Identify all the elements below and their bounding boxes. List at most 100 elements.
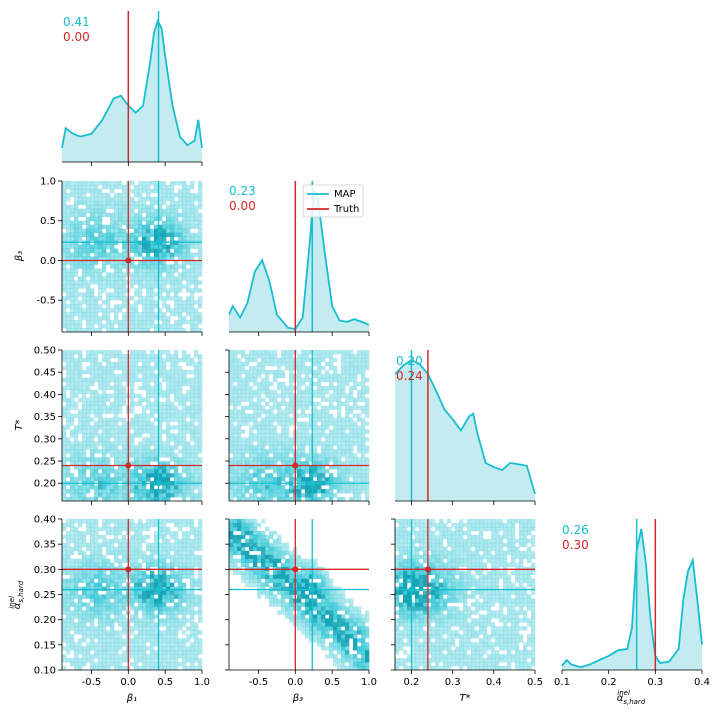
hist-cell [194, 461, 199, 466]
hist-cell [337, 461, 342, 466]
hist-cell [122, 272, 127, 277]
hist-cell [313, 638, 318, 643]
hist-cell [297, 590, 302, 595]
hist-cell [62, 658, 67, 663]
hist-cell [321, 357, 326, 363]
hist-cell [158, 272, 163, 277]
hist-cell [162, 554, 167, 560]
hist-cell [349, 425, 354, 430]
hist-cell [317, 361, 322, 367]
hist-cell [277, 413, 282, 418]
hist-cell [178, 300, 183, 305]
hist-cell [122, 666, 127, 671]
hist-cell [170, 590, 175, 595]
hist-cell [198, 602, 203, 607]
hist-cell [74, 433, 79, 438]
hist-cell [245, 558, 250, 563]
hist-cell [146, 264, 151, 269]
hist-cell [357, 393, 362, 398]
hist-cell [102, 192, 107, 198]
hist-cell [130, 477, 135, 482]
hist-cell [102, 208, 107, 214]
hist-cell [158, 280, 163, 285]
hist-cell [90, 634, 95, 639]
hist-cell [257, 449, 262, 454]
hist-cell [142, 276, 147, 281]
hist-cell [349, 457, 354, 462]
hist-cell [114, 280, 119, 285]
hist-cell [122, 220, 127, 225]
hist-cell [102, 236, 107, 241]
hist-cell [301, 421, 306, 426]
hist-cell [309, 602, 314, 607]
hist-cell [78, 232, 83, 237]
hist-cell [134, 244, 139, 249]
hist-cell [317, 602, 322, 607]
hist-cell [102, 441, 107, 446]
hist-cell [162, 405, 167, 410]
hist-cell [118, 373, 123, 379]
hist-cell [190, 546, 195, 552]
hist-cell [170, 626, 175, 631]
hist-cell [261, 385, 266, 391]
hist-cell [301, 441, 306, 446]
hist-cell [305, 485, 310, 490]
hist-cell [253, 377, 258, 383]
hist-cell [154, 373, 159, 379]
hist-cell [82, 228, 87, 233]
hist-cell [94, 602, 99, 607]
hist-cell [114, 236, 119, 241]
hist-cell [190, 304, 195, 309]
hist-cell [249, 558, 254, 563]
hist-cell [341, 477, 346, 482]
hist-cell [154, 224, 159, 229]
hist-cell [62, 425, 67, 430]
hist-cell [78, 558, 83, 563]
hist-cell [82, 519, 87, 524]
hist-cell [186, 212, 191, 218]
hist-cell [78, 365, 83, 371]
hist-cell [78, 224, 83, 229]
hist-cell [74, 429, 79, 434]
hist-cell [241, 409, 246, 414]
hist-cell [190, 622, 195, 627]
hist-cell [138, 441, 143, 446]
hist-cell [150, 562, 155, 567]
hist-cell [66, 220, 71, 225]
hist-cell [285, 413, 290, 418]
hist-cell [142, 465, 147, 470]
hist-cell [297, 401, 302, 406]
hist-cell [345, 441, 350, 446]
hist-cell [102, 485, 107, 490]
hist-cell [154, 449, 159, 454]
hist-cell [265, 401, 270, 406]
hist-cell [154, 530, 159, 536]
hist-cell [122, 538, 127, 544]
hist-cell [281, 465, 286, 470]
hist-cell [249, 523, 254, 528]
hist-cell [301, 361, 306, 367]
hist-cell [174, 292, 179, 297]
hist-cell [70, 562, 75, 567]
hist-cell [249, 485, 254, 490]
hist-cell [134, 461, 139, 466]
hist-cell [130, 354, 135, 359]
hist-cell [289, 357, 294, 363]
hist-cell [82, 248, 87, 253]
hist-cell [62, 542, 67, 548]
hist-cell [190, 570, 195, 575]
hist-cell [78, 598, 83, 603]
hist-cell [150, 393, 155, 398]
hist-cell [166, 421, 171, 426]
hist-cell [301, 626, 306, 631]
hist-cell [102, 606, 107, 611]
hist-cell [182, 465, 187, 470]
hist-cell [74, 610, 79, 615]
hist-cell [150, 634, 155, 639]
hist-cell [237, 365, 242, 371]
hist-cell [62, 594, 67, 599]
hist-cell [86, 300, 91, 305]
hist-cell [138, 582, 143, 587]
hist-cell [245, 437, 250, 442]
hist-cell [361, 377, 366, 383]
